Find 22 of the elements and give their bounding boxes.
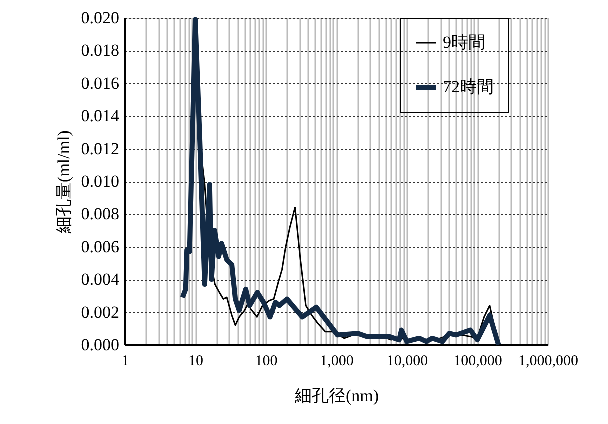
y-tick-label: 0.004 [81,270,120,290]
x-tick-label: 1 [122,354,130,370]
y-tick-label: 0.010 [81,172,120,191]
y-axis-title: 細孔量(ml/ml) [54,130,74,234]
y-tick-label: 0.014 [81,106,120,126]
x-tick-label: 10,000 [386,354,428,370]
x-axis-title: 細孔径(nm) [294,386,380,406]
x-tick-label: 1,000,000 [518,354,578,370]
y-tick-label: 0.020 [81,8,120,28]
x-tick-label: 100 [255,354,278,370]
y-tick-label: 0.006 [81,237,120,256]
legend-label: 9時間 [443,33,486,52]
y-tick-label: 0.012 [81,139,120,158]
x-tick-label: 10 [188,354,204,370]
y-tick-label: 0.016 [81,74,120,93]
x-tick-label: 1,000 [320,354,354,370]
y-tick-label: 0.018 [81,41,120,60]
y-tick-label: 0.000 [81,336,120,354]
y-tick-label: 0.008 [81,204,120,224]
legend-label: 72時間 [443,78,494,96]
x-tick-label: 100,000 [454,354,502,370]
y-tick-label: 0.002 [81,302,120,322]
